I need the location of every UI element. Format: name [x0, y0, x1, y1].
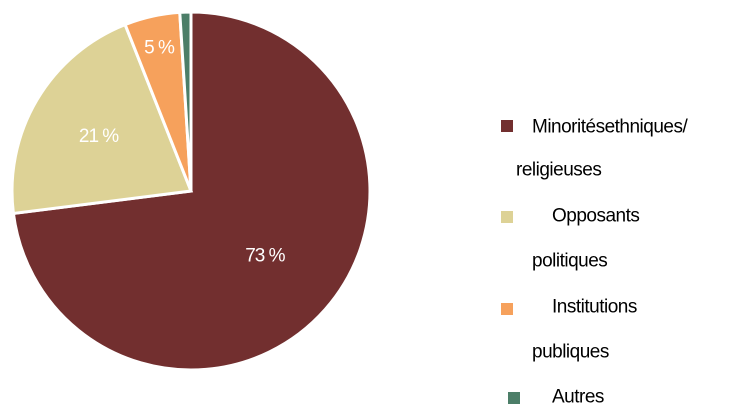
legend-swatch-2 [501, 303, 513, 315]
legend-label-1-line-0: Opposants [552, 206, 639, 227]
legend-swatch-1 [501, 211, 513, 223]
slice-label-1: 21 % [79, 126, 119, 147]
legend: Minoritésethniques/religieuses Opposants p… [501, 117, 689, 405]
legend-label-3-line-0: Autres [552, 387, 604, 405]
slice-label-2: 5 % [144, 37, 175, 58]
legend-swatch-0 [501, 120, 513, 132]
pie-slice-1 [10, 22, 194, 216]
legend-label-1-line-1: politiques [532, 251, 607, 272]
slice-label-0: 73 % [245, 246, 285, 267]
legend-label-2-line-1: publiques [532, 342, 609, 363]
legend-label-0-line-1: religieuses [516, 160, 601, 181]
legend-swatch-3 [508, 392, 520, 404]
legend-label-2-line-0: Institutions [552, 297, 637, 318]
pie-slice-labels: 73 % 21 % 5 % [79, 37, 287, 267]
pie-slices [10, 10, 372, 372]
legend-label-0-line-0: Minoritésethniques/ [532, 117, 688, 138]
pie-slice-3 [178, 10, 193, 192]
